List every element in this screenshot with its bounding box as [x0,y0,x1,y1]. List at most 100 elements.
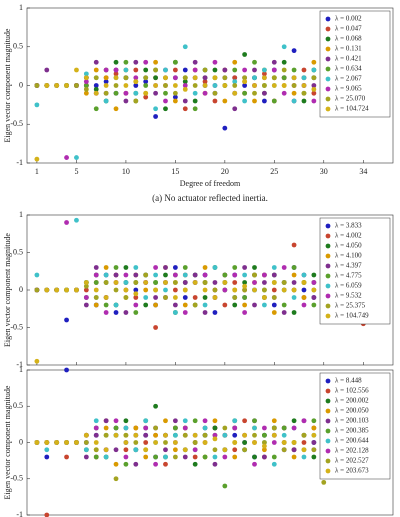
point [172,440,178,445]
point [311,75,317,81]
point [232,83,238,88]
point [34,102,40,108]
point [311,440,317,445]
point [182,454,188,460]
point [252,98,257,104]
point [242,272,248,278]
point [34,156,40,162]
point [232,67,238,73]
point [232,295,238,300]
point [222,432,228,438]
legend-marker [325,438,331,444]
point [311,67,317,73]
legend-label: λ = 102.556 [335,387,369,395]
legend-label: λ = 8.448 [335,377,362,385]
point [93,106,99,112]
point [222,302,228,308]
point [271,310,277,315]
point [153,325,158,330]
legend-label: λ = 202.128 [335,447,369,455]
y-axis-label: Eigen vector component magnitude [3,28,12,142]
point [192,440,198,445]
point [133,447,139,453]
point [242,283,248,289]
point [232,287,238,293]
point [133,83,139,88]
point [172,90,178,96]
point [222,83,228,88]
point [74,287,79,293]
point [311,272,317,278]
point [271,75,277,81]
point [182,432,188,438]
x-tick-label: 30 [320,167,328,176]
point [172,302,178,308]
point [202,265,208,270]
point [212,461,218,467]
point [192,75,198,81]
point [252,75,257,81]
legend-label: λ = 104.724 [335,105,369,113]
point [232,432,238,438]
point [123,295,129,300]
point [172,432,178,438]
point [222,447,228,453]
y-tick-label: -0.5 [10,474,23,483]
point [143,432,149,438]
point [242,447,248,453]
point [34,272,40,278]
point [212,75,218,81]
point [113,272,119,278]
legend-label: λ = 9.065 [335,85,362,93]
point [123,440,129,445]
point [262,443,267,449]
point [192,98,198,104]
point [262,67,267,73]
point [301,83,307,88]
point [113,476,119,482]
legend-label: λ = 200.644 [335,437,369,445]
point [103,425,109,431]
point [34,287,40,293]
point [123,461,129,467]
point [291,280,297,285]
point [271,265,277,270]
point [182,86,188,92]
legend-label: λ = 3.833 [335,222,362,230]
point [83,90,89,96]
point [123,75,129,81]
point [262,295,267,300]
legend: λ = 3.833 λ = 4.002 λ = 4.050 λ = 4.100 λ = … [319,217,391,325]
y-tick-label: -0.5 [10,322,23,331]
point [212,98,218,104]
point [242,75,248,81]
point [143,67,149,73]
legend-marker [325,398,331,404]
point [301,440,307,445]
point [123,432,129,438]
point [202,90,208,96]
point [301,90,307,96]
point [133,272,139,278]
point [93,425,99,431]
point [133,295,139,300]
point [192,454,198,460]
point [202,454,208,460]
point [93,265,99,270]
point [113,67,119,73]
point [232,302,238,308]
point [133,425,139,431]
point [93,302,99,308]
point [291,418,297,424]
legend-label: λ = 2.067 [335,75,362,83]
point [163,461,168,467]
point [153,425,158,431]
point [281,280,287,285]
point [311,447,317,453]
point [291,265,297,270]
legend-marker [325,56,331,62]
y-tick-label: -0.5 [10,119,23,128]
point [153,265,158,270]
point [54,287,60,293]
